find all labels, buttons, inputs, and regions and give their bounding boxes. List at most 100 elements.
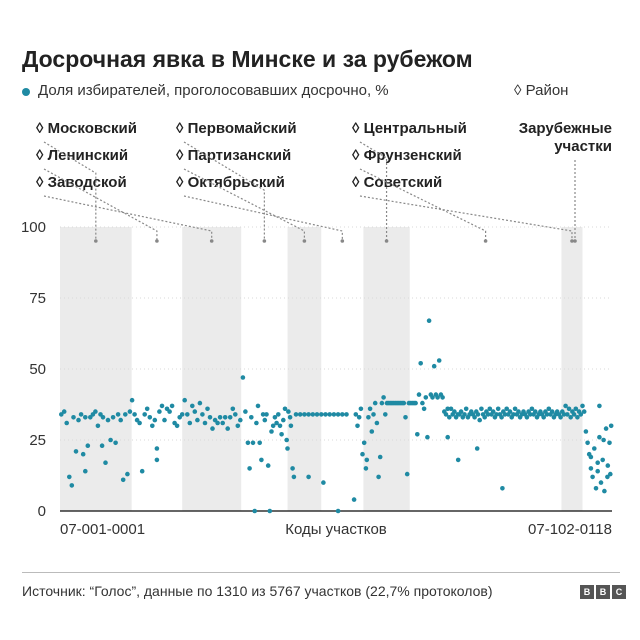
data-point <box>277 423 283 429</box>
data-point <box>603 426 609 431</box>
data-point <box>264 412 269 417</box>
data-point <box>376 474 381 480</box>
data-point <box>306 474 311 480</box>
data-point <box>335 508 341 514</box>
data-point <box>431 363 437 369</box>
data-point <box>372 400 378 406</box>
data-point <box>416 392 422 397</box>
data-point <box>291 474 297 480</box>
data-point <box>499 415 504 420</box>
data-point <box>154 457 160 463</box>
data-point <box>369 429 375 434</box>
data-point <box>601 437 606 443</box>
data-point <box>327 412 333 417</box>
data-point <box>607 440 612 446</box>
data-point <box>249 415 254 420</box>
data-point <box>59 412 64 417</box>
data-point <box>118 417 123 423</box>
data-point <box>344 412 349 417</box>
data-point <box>105 417 111 423</box>
data-point <box>340 412 345 417</box>
data-point <box>418 361 424 366</box>
district-leader <box>183 141 265 241</box>
data-point <box>421 406 427 412</box>
district-leader-dot <box>94 239 98 243</box>
data-point <box>597 403 602 409</box>
district-leader <box>359 141 388 241</box>
data-point <box>447 415 452 420</box>
data-point <box>247 466 252 471</box>
x-tick-label-end: 07-102-0118 <box>528 521 612 538</box>
data-point <box>120 477 126 483</box>
y-tick-label: 25 <box>29 432 46 449</box>
data-point <box>487 406 493 412</box>
data-point <box>93 409 98 414</box>
district-leader-dot <box>262 239 267 243</box>
page-title: Досрочная явка в Минске и за рубежом <box>22 46 473 72</box>
data-point <box>190 403 195 409</box>
district-label: Зарубежные участки <box>518 120 612 155</box>
data-point <box>64 420 69 426</box>
data-point <box>113 440 118 446</box>
data-point <box>321 480 326 485</box>
data-point <box>448 406 454 412</box>
data-point <box>512 406 518 412</box>
data-point <box>260 412 266 417</box>
data-point <box>238 417 243 423</box>
data-point <box>371 412 376 417</box>
y-tick-label: 75 <box>29 290 46 307</box>
district-leader <box>359 195 573 241</box>
data-point <box>285 446 290 451</box>
data-point <box>477 417 483 423</box>
data-point <box>504 406 510 412</box>
data-point <box>159 403 165 409</box>
data-point <box>276 412 281 417</box>
data-point <box>287 415 293 420</box>
data-point <box>279 432 284 437</box>
data-point <box>284 437 290 443</box>
data-point <box>162 417 167 423</box>
data-point <box>73 449 79 454</box>
data-point <box>250 440 256 446</box>
data-point <box>83 415 88 420</box>
data-point <box>281 417 286 423</box>
data-point <box>529 406 535 412</box>
data-point <box>598 480 604 485</box>
data-point <box>361 440 367 446</box>
data-point <box>255 403 261 409</box>
district-leader-dot <box>570 239 574 243</box>
data-point <box>482 415 488 420</box>
data-point <box>99 443 105 449</box>
data-point <box>593 486 599 491</box>
district-band <box>60 227 132 511</box>
data-point <box>205 406 210 412</box>
data-point <box>286 409 291 414</box>
data-point <box>310 412 316 417</box>
data-point <box>597 434 602 440</box>
data-point <box>108 437 113 443</box>
district-leader <box>43 195 213 241</box>
data-point <box>358 406 364 412</box>
data-point <box>290 466 295 471</box>
data-point <box>463 406 469 412</box>
data-point <box>420 400 425 406</box>
data-point <box>67 474 72 480</box>
data-point <box>235 423 241 429</box>
data-point <box>293 412 299 417</box>
data-point <box>76 417 81 423</box>
data-point <box>267 508 273 514</box>
data-point <box>144 406 150 412</box>
data-point <box>425 434 430 440</box>
data-point <box>516 409 521 414</box>
data-point <box>217 415 223 420</box>
bbc-logo-letter: B <box>580 585 594 599</box>
data-point <box>139 468 145 474</box>
data-point <box>507 409 513 414</box>
data-point <box>69 483 75 488</box>
district-label: ◊ Московский <box>36 120 137 137</box>
district-leaders <box>43 141 577 243</box>
data-point <box>262 417 268 423</box>
data-point <box>297 412 303 417</box>
series-marker-icon <box>22 88 30 96</box>
data-point <box>132 412 137 417</box>
